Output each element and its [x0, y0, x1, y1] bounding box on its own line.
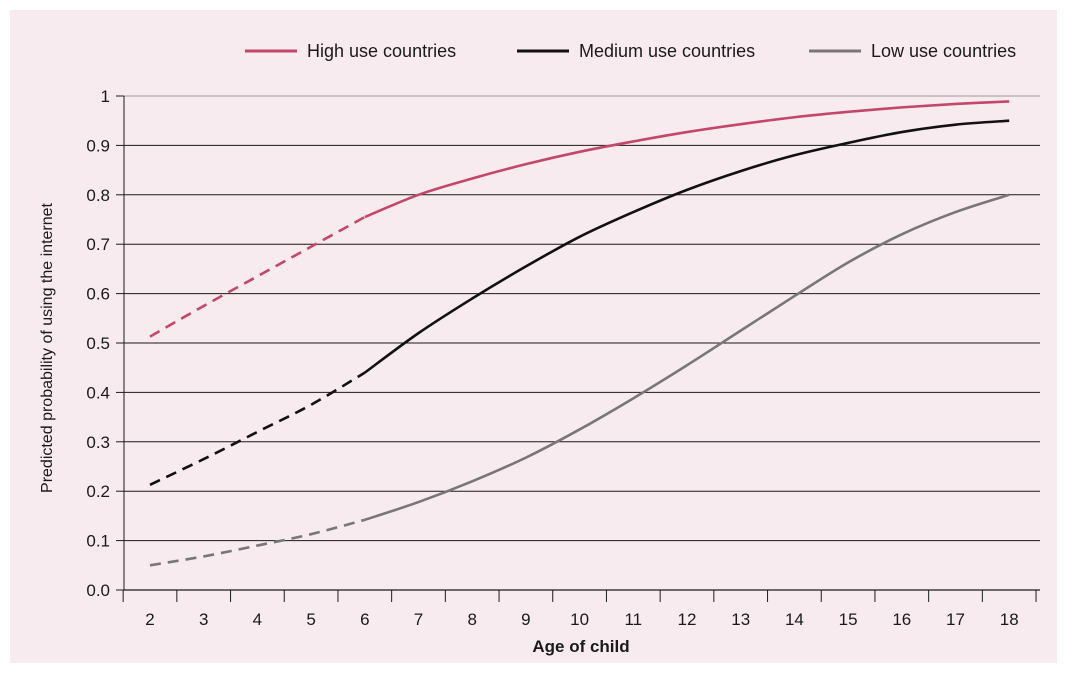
x-tick-label: 10 [570, 610, 589, 629]
x-tick-label: 14 [785, 610, 804, 629]
chart-figure: 0.0 0.1 0.2 0.3 0.4 0.5 0.6 0.7 0.8 0.9 1 2 3 4 5 6 7 8 9 1… [10, 10, 1057, 663]
x-tick-label: 5 [306, 610, 315, 629]
x-tick-label: 18 [1000, 610, 1019, 629]
x-axis-title: Age of child [532, 637, 629, 656]
legend: High use countries Medium use countries Lo… [245, 41, 1016, 61]
x-tick-label: 6 [360, 610, 369, 629]
y-tick-label: 0.9 [86, 136, 110, 155]
y-tick-label: 0.6 [86, 285, 110, 304]
x-tick-label: 8 [467, 610, 476, 629]
legend-label-low-use-countries: Low use countries [871, 41, 1016, 61]
y-tick-label: 0.4 [86, 383, 110, 402]
series-line-medium-use-countries-dashed [149, 371, 366, 486]
x-tick-label: 11 [624, 610, 642, 629]
gridlines [124, 95, 1040, 542]
series-line-low-use-countries [364, 193, 1010, 522]
y-tick-label: 0.7 [86, 235, 110, 254]
x-tick-label: 12 [678, 610, 697, 629]
x-tick-label: 7 [414, 610, 423, 629]
series-lines [149, 100, 1010, 567]
series-line-low-use-countries-dashed [149, 518, 366, 567]
legend-label-high-use-countries: High use countries [307, 41, 456, 61]
y-tick-label: 0.5 [86, 334, 110, 353]
line-chart: 0.00.10.20.30.40.50.60.70.80.912 3 4 5 6 7 8 9 1… [39, 41, 1040, 656]
x-tick-label: 13 [731, 610, 750, 629]
legend-label-medium-use-countries: Medium use countries [579, 41, 755, 61]
x-tick-label: 2 [145, 610, 154, 629]
y-tick-label: 0.0 [86, 581, 110, 600]
x-tick-label: 3 [199, 610, 208, 629]
axes: 0.00.10.20.30.40.50.60.70.80.912 3 4 5 6 7 8 9 1… [86, 87, 1040, 629]
series-line-high-use-countries-dashed [149, 215, 366, 338]
y-tick-label: 0.8 [86, 186, 110, 205]
y-tick-label: 0.3 [86, 433, 110, 452]
x-tick-label: 15 [839, 610, 858, 629]
y-tick-label: 0.1 [86, 532, 110, 551]
x-tick-label: 4 [253, 610, 262, 629]
series-line-high-use-countries [364, 100, 1010, 219]
x-tick-label: 16 [892, 610, 911, 629]
series-line-medium-use-countries [364, 119, 1010, 374]
y-tick-label: 1 [101, 87, 110, 106]
y-tick-label: 0.2 [86, 482, 110, 501]
x-tick-label: 17 [946, 610, 965, 629]
y-axis-title: Predicted probability of using the inter… [39, 202, 56, 493]
x-tick-label: 9 [521, 610, 530, 629]
